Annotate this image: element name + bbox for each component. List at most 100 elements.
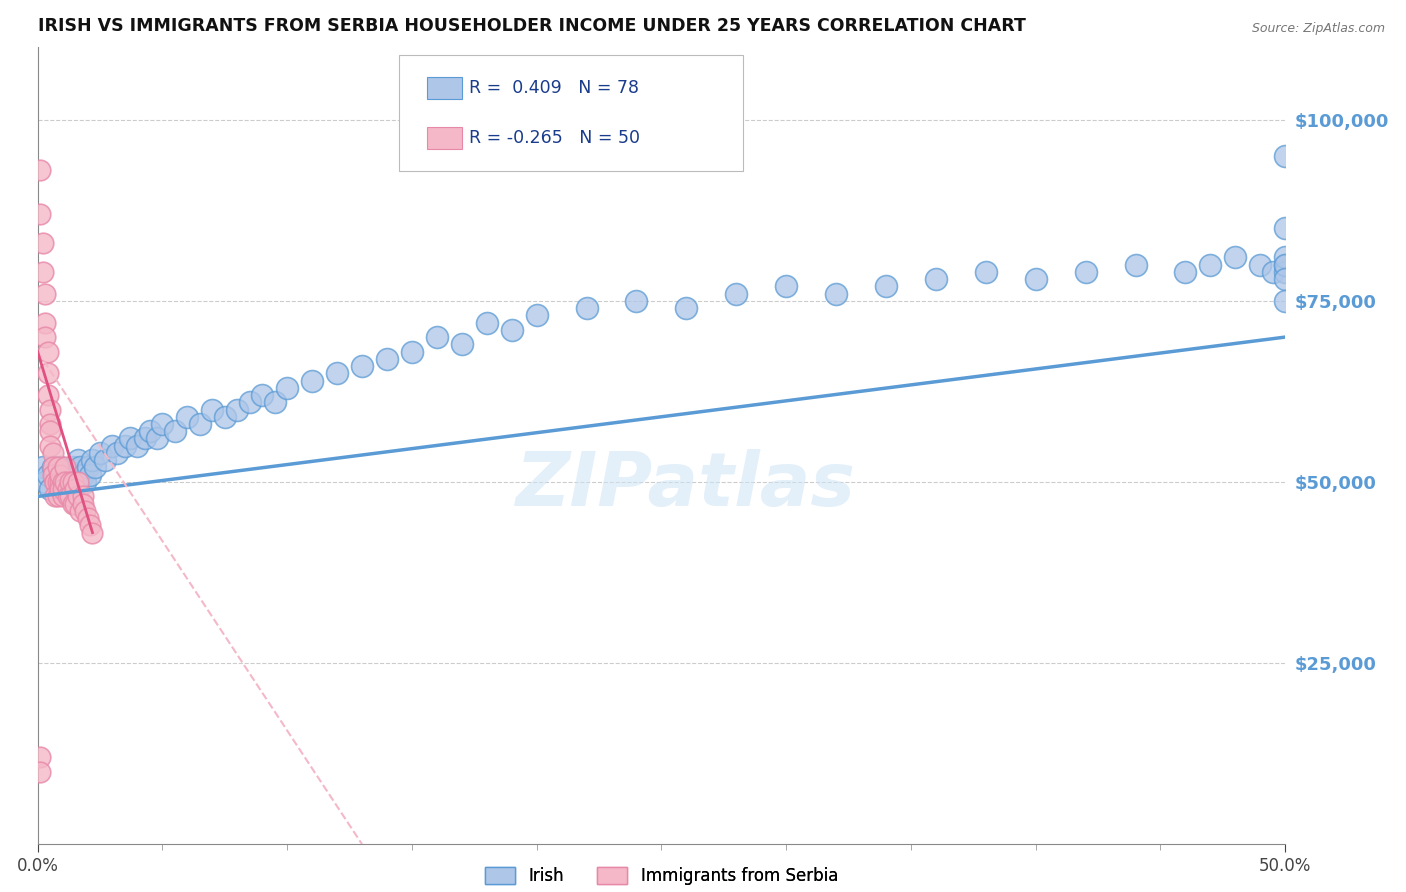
- Point: [51, 467, 73, 482]
- Point: [34, 286, 56, 301]
- Point: [63, 482, 86, 496]
- Point: [30, 163, 52, 178]
- Point: [30, 207, 52, 221]
- Text: R =  0.409   N = 78: R = 0.409 N = 78: [470, 79, 640, 97]
- Point: [62, 497, 84, 511]
- Point: [214, 409, 236, 424]
- Point: [118, 432, 141, 446]
- Point: [59, 475, 82, 489]
- Point: [675, 301, 697, 315]
- Point: [37, 467, 59, 482]
- Point: [56, 490, 79, 504]
- Point: [62, 475, 84, 489]
- Point: [39, 424, 62, 438]
- Point: [41, 467, 63, 482]
- Point: [825, 286, 848, 301]
- Point: [66, 475, 89, 489]
- Point: [82, 525, 104, 540]
- Point: [301, 374, 323, 388]
- Point: [239, 395, 262, 409]
- Point: [89, 446, 111, 460]
- FancyBboxPatch shape: [427, 77, 461, 99]
- Point: [226, 402, 249, 417]
- Point: [41, 460, 63, 475]
- Point: [475, 316, 498, 330]
- Point: [326, 366, 349, 380]
- Point: [30, 764, 52, 779]
- Point: [263, 395, 285, 409]
- Text: IRISH VS IMMIGRANTS FROM SERBIA HOUSEHOLDER INCOME UNDER 25 YEARS CORRELATION CH: IRISH VS IMMIGRANTS FROM SERBIA HOUSEHOL…: [38, 17, 1025, 35]
- Point: [176, 409, 198, 424]
- Point: [31, 265, 53, 279]
- Point: [69, 504, 91, 518]
- Point: [127, 439, 149, 453]
- Point: [31, 460, 53, 475]
- Point: [46, 490, 69, 504]
- Text: Source: ZipAtlas.com: Source: ZipAtlas.com: [1251, 22, 1385, 36]
- Point: [501, 323, 523, 337]
- Point: [72, 490, 94, 504]
- Point: [1274, 293, 1296, 308]
- Point: [1074, 265, 1097, 279]
- Point: [73, 504, 96, 518]
- Point: [73, 475, 96, 489]
- Point: [101, 439, 124, 453]
- Point: [41, 446, 63, 460]
- Point: [1274, 265, 1296, 279]
- Point: [37, 366, 59, 380]
- Point: [37, 344, 59, 359]
- Point: [725, 286, 748, 301]
- Point: [94, 453, 117, 467]
- Point: [146, 432, 169, 446]
- Point: [82, 453, 104, 467]
- FancyBboxPatch shape: [399, 55, 742, 171]
- Point: [51, 475, 73, 489]
- Point: [30, 750, 52, 764]
- Point: [46, 475, 69, 489]
- Point: [34, 316, 56, 330]
- Point: [1261, 265, 1284, 279]
- Point: [526, 309, 548, 323]
- Point: [37, 388, 59, 402]
- Point: [1249, 258, 1271, 272]
- Point: [44, 475, 66, 489]
- Point: [72, 467, 94, 482]
- Point: [62, 460, 84, 475]
- Point: [139, 424, 162, 438]
- Point: [41, 460, 63, 475]
- Point: [1125, 258, 1147, 272]
- Point: [1274, 258, 1296, 272]
- Point: [1274, 251, 1296, 265]
- Point: [925, 272, 948, 286]
- Point: [53, 460, 76, 475]
- FancyBboxPatch shape: [427, 127, 461, 149]
- Point: [79, 467, 101, 482]
- Point: [31, 235, 53, 250]
- Point: [72, 497, 94, 511]
- Point: [450, 337, 472, 351]
- Point: [875, 279, 897, 293]
- Point: [1274, 258, 1296, 272]
- Point: [1274, 149, 1296, 163]
- Point: [63, 467, 86, 482]
- Point: [46, 475, 69, 489]
- Point: [66, 453, 89, 467]
- Point: [49, 460, 72, 475]
- Legend: Irish, Immigrants from Serbia: Irish, Immigrants from Serbia: [478, 860, 845, 892]
- Point: [1225, 251, 1247, 265]
- Point: [150, 417, 173, 431]
- Point: [34, 330, 56, 344]
- Point: [775, 279, 797, 293]
- Point: [974, 265, 997, 279]
- Point: [44, 490, 66, 504]
- Point: [56, 482, 79, 496]
- Point: [39, 417, 62, 431]
- Point: [350, 359, 373, 373]
- Point: [39, 439, 62, 453]
- Point: [39, 402, 62, 417]
- Point: [250, 388, 273, 402]
- Point: [375, 351, 398, 366]
- Point: [134, 432, 156, 446]
- Point: [44, 467, 66, 482]
- Point: [1174, 265, 1197, 279]
